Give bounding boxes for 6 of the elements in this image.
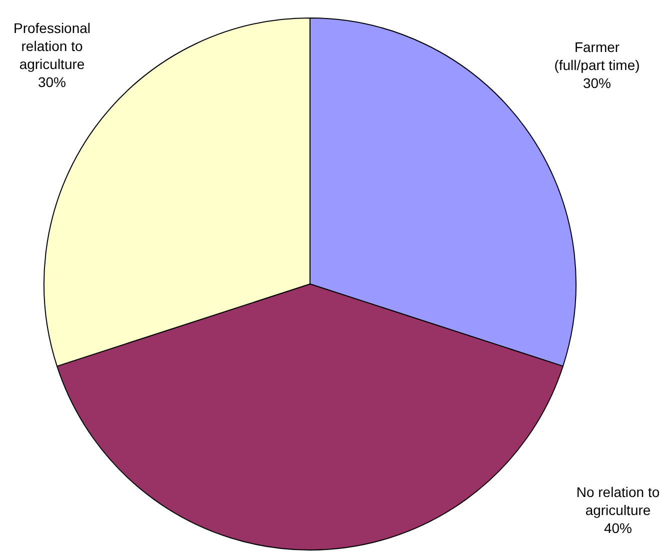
data-label: 30% <box>38 74 66 90</box>
slice-label: Farmer (full/part time) <box>554 39 640 73</box>
slice-label: No relation to agriculture <box>576 484 660 518</box>
slice-label: Professional relation to agriculture <box>13 20 91 72</box>
data-label: 40% <box>604 520 632 536</box>
data-label: 30% <box>582 75 612 91</box>
